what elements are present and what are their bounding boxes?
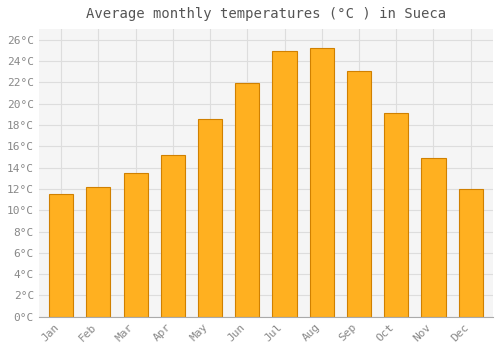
Title: Average monthly temperatures (°C ) in Sueca: Average monthly temperatures (°C ) in Su…: [86, 7, 446, 21]
Bar: [198, 119, 222, 317]
Bar: [49, 194, 73, 317]
Bar: [347, 71, 371, 317]
Bar: [86, 187, 110, 317]
Bar: [160, 155, 185, 317]
Bar: [272, 51, 296, 317]
Bar: [384, 113, 408, 317]
Bar: [235, 83, 260, 317]
Bar: [458, 189, 483, 317]
Bar: [310, 48, 334, 317]
Bar: [124, 173, 148, 317]
Bar: [422, 158, 446, 317]
